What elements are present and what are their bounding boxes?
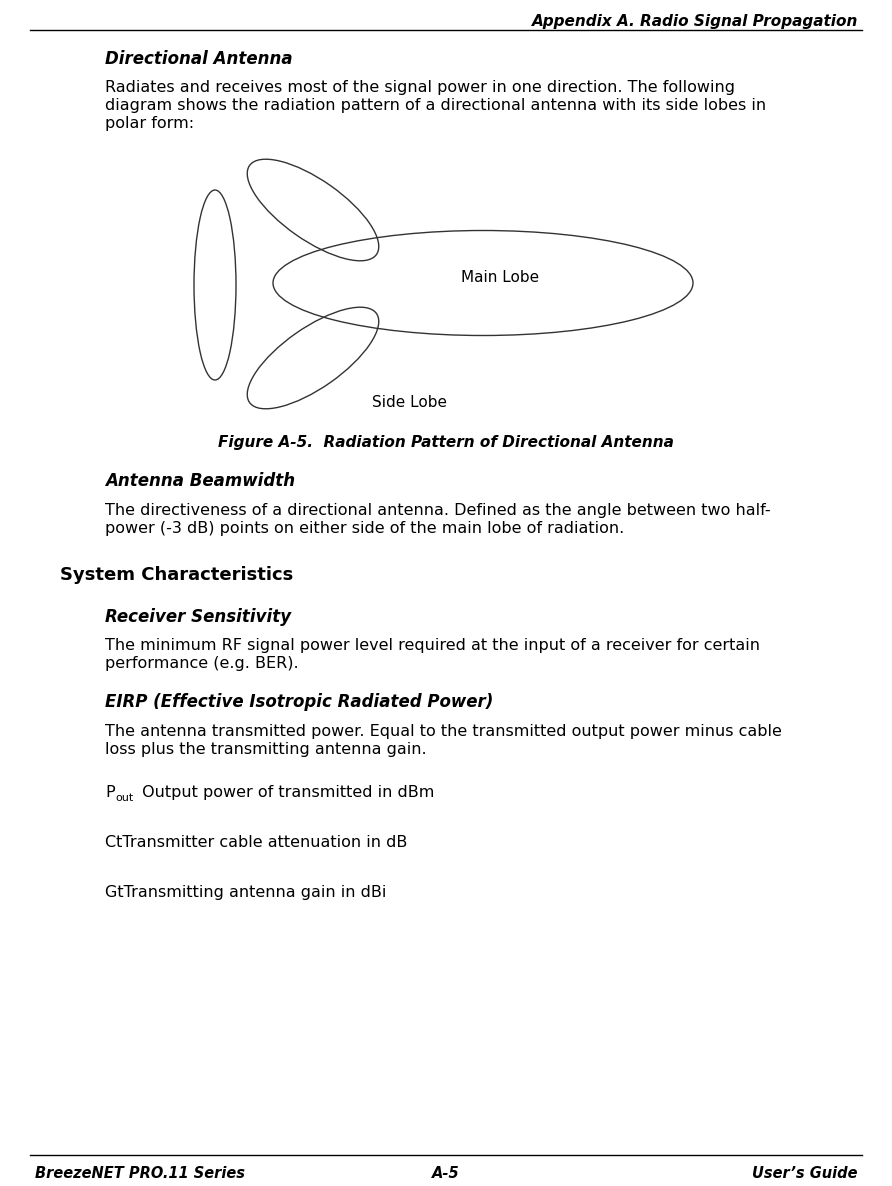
- Text: diagram shows the radiation pattern of a directional antenna with its side lobes: diagram shows the radiation pattern of a…: [105, 98, 766, 113]
- Text: CtTransmitter cable attenuation in dB: CtTransmitter cable attenuation in dB: [105, 835, 408, 850]
- Text: The antenna transmitted power. Equal to the transmitted output power minus cable: The antenna transmitted power. Equal to …: [105, 723, 782, 739]
- Text: The minimum RF signal power level required at the input of a receiver for certai: The minimum RF signal power level requir…: [105, 638, 760, 653]
- Text: Receiver Sensitivity: Receiver Sensitivity: [105, 608, 291, 626]
- Text: System Characteristics: System Characteristics: [60, 566, 293, 584]
- Text: User’s Guide: User’s Guide: [753, 1166, 858, 1181]
- Text: Appendix A. Radio Signal Propagation: Appendix A. Radio Signal Propagation: [532, 14, 858, 28]
- Text: Radiates and receives most of the signal power in one direction. The following: Radiates and receives most of the signal…: [105, 79, 735, 95]
- Text: Antenna Beamwidth: Antenna Beamwidth: [105, 472, 295, 490]
- Text: P: P: [105, 785, 115, 801]
- Text: Main Lobe: Main Lobe: [461, 270, 539, 286]
- Text: Side Lobe: Side Lobe: [373, 395, 448, 410]
- Text: polar form:: polar form:: [105, 116, 194, 130]
- Text: Figure A-5.  Radiation Pattern of Directional Antenna: Figure A-5. Radiation Pattern of Directi…: [218, 435, 674, 449]
- Text: BreezeNET PRO.11 Series: BreezeNET PRO.11 Series: [35, 1166, 245, 1181]
- Text: The directiveness of a directional antenna. Defined as the angle between two hal: The directiveness of a directional anten…: [105, 503, 771, 518]
- Text: loss plus the transmitting antenna gain.: loss plus the transmitting antenna gain.: [105, 742, 426, 757]
- Text: Output power of transmitted in dBm: Output power of transmitted in dBm: [137, 785, 434, 801]
- Text: out: out: [115, 793, 133, 803]
- Text: power (-3 dB) points on either side of the main lobe of radiation.: power (-3 dB) points on either side of t…: [105, 521, 624, 536]
- Text: GtTransmitting antenna gain in dBi: GtTransmitting antenna gain in dBi: [105, 885, 386, 900]
- Text: EIRP (Effective Isotropic Radiated Power): EIRP (Effective Isotropic Radiated Power…: [105, 693, 493, 710]
- Text: A-5: A-5: [433, 1166, 459, 1181]
- Text: performance (e.g. BER).: performance (e.g. BER).: [105, 656, 299, 671]
- Text: Directional Antenna: Directional Antenna: [105, 50, 293, 68]
